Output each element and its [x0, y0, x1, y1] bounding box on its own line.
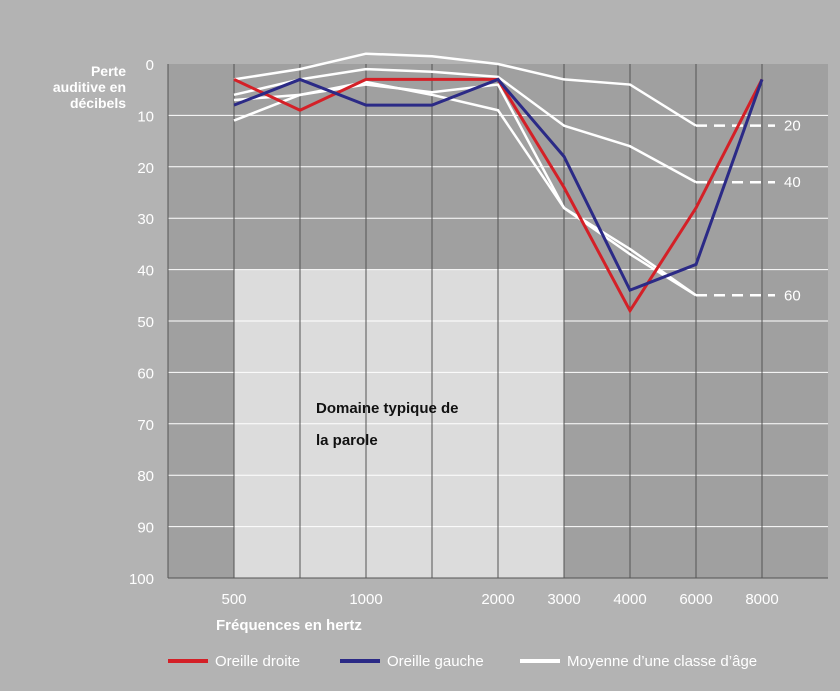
x-tick-label: 6000 [679, 591, 712, 608]
x-tick-label: 1000 [349, 591, 382, 608]
y-tick-label: 90 [137, 520, 154, 537]
y-tick-label: 80 [137, 468, 154, 485]
series-line-left-ear [233, 77, 764, 293]
x-tick-label: 8000 [745, 591, 778, 608]
y-tick-label: 70 [137, 417, 154, 434]
x-axis-title: Fréquences en hertz [216, 617, 362, 634]
speech-region-label: la parole [316, 432, 378, 449]
x-tick-label: 4000 [613, 591, 646, 608]
y-tick-label: 100 [129, 571, 154, 588]
age-curve-line [233, 52, 697, 127]
y-axis-title: décibels [70, 95, 126, 111]
y-axis-title: auditive en [53, 79, 126, 95]
age-curve-label: 20 [784, 118, 801, 135]
x-tick-label: 2000 [481, 591, 514, 608]
y-tick-label: 30 [137, 211, 154, 228]
age-curve-line [233, 67, 697, 184]
speech-region-label: Domaine typique de [316, 400, 459, 417]
x-tick-label: 3000 [547, 591, 580, 608]
y-tick-label: 20 [137, 160, 154, 177]
y-tick-label: 40 [137, 263, 154, 280]
y-tick-label: 10 [137, 108, 154, 125]
legend-label: Oreille gauche [387, 653, 484, 670]
age-curve-label: 40 [784, 174, 801, 191]
y-axis-title: Perte [91, 63, 126, 79]
age-curve-line [233, 80, 697, 297]
legend-label: Moyenne d’une classe d’âge [567, 653, 757, 670]
y-tick-label: 50 [137, 314, 154, 331]
y-tick-label: 0 [146, 57, 154, 74]
x-tick-label: 500 [221, 591, 246, 608]
age-curve-label: 60 [784, 287, 801, 304]
y-tick-label: 60 [137, 365, 154, 382]
legend-label: Oreille droite [215, 653, 300, 670]
